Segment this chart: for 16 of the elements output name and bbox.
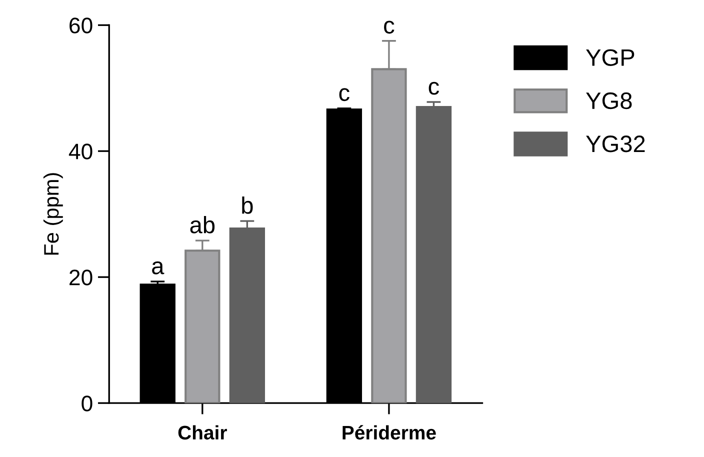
data-label: b: [242, 196, 253, 214]
data-label: c: [339, 88, 350, 102]
y-tick-label: 40: [68, 144, 92, 160]
x-tick-label: Chair: [178, 425, 227, 440]
y-tick-label: 0: [82, 396, 92, 412]
legend-label: YG8: [586, 92, 632, 110]
y-axis-title: Fe (ppm): [43, 173, 63, 255]
y-tick-label: 60: [70, 18, 92, 34]
x-tick-label: Périderme: [342, 425, 436, 440]
y-tick-label: 20: [70, 270, 92, 286]
legend-label: YG32: [586, 136, 645, 152]
data-label: c: [384, 20, 394, 34]
data-label: a: [152, 261, 164, 274]
data-label: c: [428, 82, 440, 95]
legend-label: YGP: [586, 49, 634, 66]
data-label: ab: [190, 216, 215, 234]
